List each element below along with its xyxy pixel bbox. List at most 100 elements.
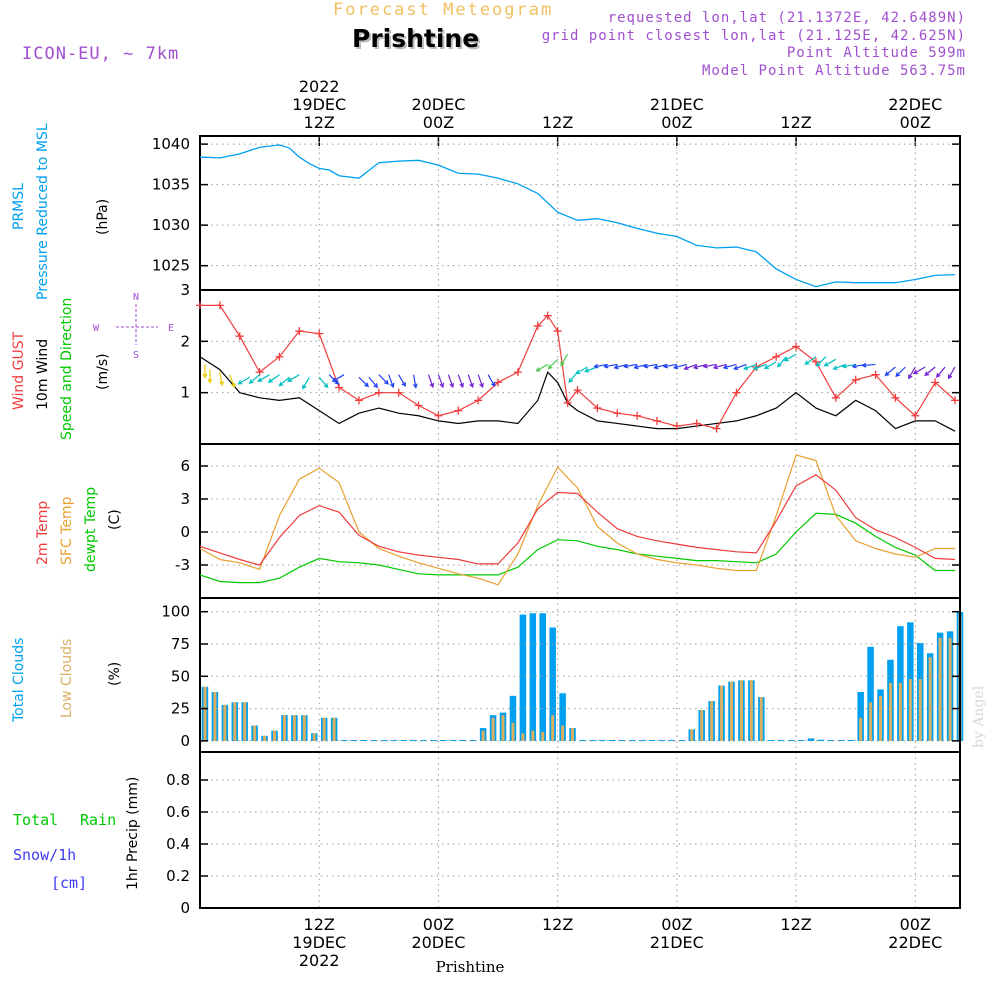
y-tick-label: 0 <box>180 732 190 750</box>
wind-arrow <box>437 374 445 389</box>
wind-arrow <box>752 363 767 371</box>
total-cloud-bar <box>658 740 666 741</box>
total-cloud-bar <box>430 740 437 741</box>
low-cloud-bar <box>918 679 922 741</box>
top-time-label: 21DEC <box>650 95 704 114</box>
gust-point <box>593 404 602 413</box>
gust-point <box>315 329 324 338</box>
total-label: Total <box>13 811 58 829</box>
y-tick-label: 3 <box>180 490 190 508</box>
wind-arrow <box>763 361 777 369</box>
wind-arrow <box>318 376 329 389</box>
footer-location: Prishtine <box>436 958 505 976</box>
y-tick-label: 0.2 <box>166 867 190 885</box>
gust-point <box>215 301 224 310</box>
gust-point <box>692 419 701 428</box>
gust-point <box>931 378 940 387</box>
low-cloud-bar <box>571 728 575 741</box>
total-cloud-bar <box>519 614 527 741</box>
total-cloud-bar <box>539 613 546 741</box>
low-cloud-bar <box>908 679 912 741</box>
y-tick-label: 6 <box>180 457 190 475</box>
total-cloud-bar <box>360 740 368 741</box>
wind-arrow <box>623 363 638 369</box>
bottom-time-label: 19DEC <box>292 933 346 952</box>
y-tick-label: 1035 <box>152 176 190 194</box>
wind-arrow <box>207 369 213 384</box>
wind-arrow <box>378 374 389 385</box>
wind-arrow <box>895 366 906 378</box>
celsius-unit: (C) <box>107 509 123 530</box>
gust-point <box>434 411 443 420</box>
cm-label: [cm] <box>51 874 87 892</box>
total-cloud-bar <box>767 740 775 741</box>
wind-arrow <box>267 374 280 383</box>
top-time-label: 00Z <box>900 113 931 132</box>
compass-w: W <box>93 323 100 334</box>
y-tick-label: 1 <box>180 384 190 402</box>
gust-point <box>831 393 840 402</box>
total-cloud-bar <box>460 740 467 741</box>
wind-arrow <box>908 366 916 380</box>
low-cloud-bar <box>223 704 227 741</box>
gust-point <box>871 370 880 379</box>
low-cloud-bar <box>700 710 704 741</box>
gust-point <box>712 424 721 433</box>
gust-point <box>652 416 661 425</box>
low-cloud-bar <box>869 702 873 741</box>
gust-point <box>811 357 820 366</box>
y-tick-label: 0 <box>180 899 190 917</box>
gust-point <box>394 388 403 397</box>
total-cloud-bar <box>350 740 358 741</box>
wind-arrow <box>662 363 677 369</box>
gust-point <box>732 388 741 397</box>
gust-point <box>454 406 463 415</box>
low-cloud-bar <box>749 680 753 741</box>
prmsl-line <box>199 144 956 288</box>
low-cloud-bar <box>332 717 336 741</box>
bottom-time-label: 00Z <box>423 915 454 934</box>
low-cloud-bar <box>481 730 485 741</box>
wind-arrow <box>229 374 236 389</box>
total-cloud-bar <box>469 740 477 741</box>
y-tick-label: 100 <box>161 603 190 621</box>
model-altitude: Model Point Altitude 563.75m <box>701 63 966 79</box>
wind-arrow <box>642 363 658 369</box>
wind-arrow <box>653 363 668 370</box>
low-cloud-bar <box>739 680 743 741</box>
y-tick-label: 75 <box>171 635 190 653</box>
wind-arrow <box>683 363 697 371</box>
wind-arrow <box>487 374 496 388</box>
low-cloud-bar <box>859 717 863 741</box>
wind-arrow <box>776 356 787 368</box>
low-cloud-bar <box>312 733 316 741</box>
location-title: Prishtine <box>352 24 480 53</box>
grid-point-coords: grid point closest lon,lat (21.125E, 42.… <box>541 28 966 44</box>
cloud-axis-labels: Total Clouds Low Clouds (%) <box>11 638 123 723</box>
pressure-panel: 1040 1035 1030 1025 PRMSL Pressure Reduced … <box>11 123 961 300</box>
total-cloud-bar <box>827 740 835 741</box>
wind-arrow <box>535 363 549 372</box>
total-cloud-bar <box>678 740 686 741</box>
prmsl-label: PRMSL <box>11 183 27 230</box>
wind-arrow <box>924 366 936 377</box>
gust-point <box>633 411 642 420</box>
low-cloud-bar <box>203 686 207 741</box>
wind-arrow <box>237 376 250 385</box>
low-cloud-bar <box>730 681 734 741</box>
ms-unit: (m/s) <box>95 353 111 390</box>
total-cloud-bar <box>509 695 517 741</box>
gust-point <box>553 327 562 336</box>
total-cloud-bar <box>837 740 845 741</box>
low-cloud-bar <box>253 725 257 741</box>
wind-arrow <box>388 374 395 389</box>
total-cloud-bar <box>420 740 427 741</box>
low-cloud-bar <box>898 682 902 741</box>
top-time-label: 00Z <box>423 113 454 132</box>
top-time-label: 19DEC <box>292 95 346 114</box>
chart-title: Forecast Meteogram <box>333 0 554 20</box>
